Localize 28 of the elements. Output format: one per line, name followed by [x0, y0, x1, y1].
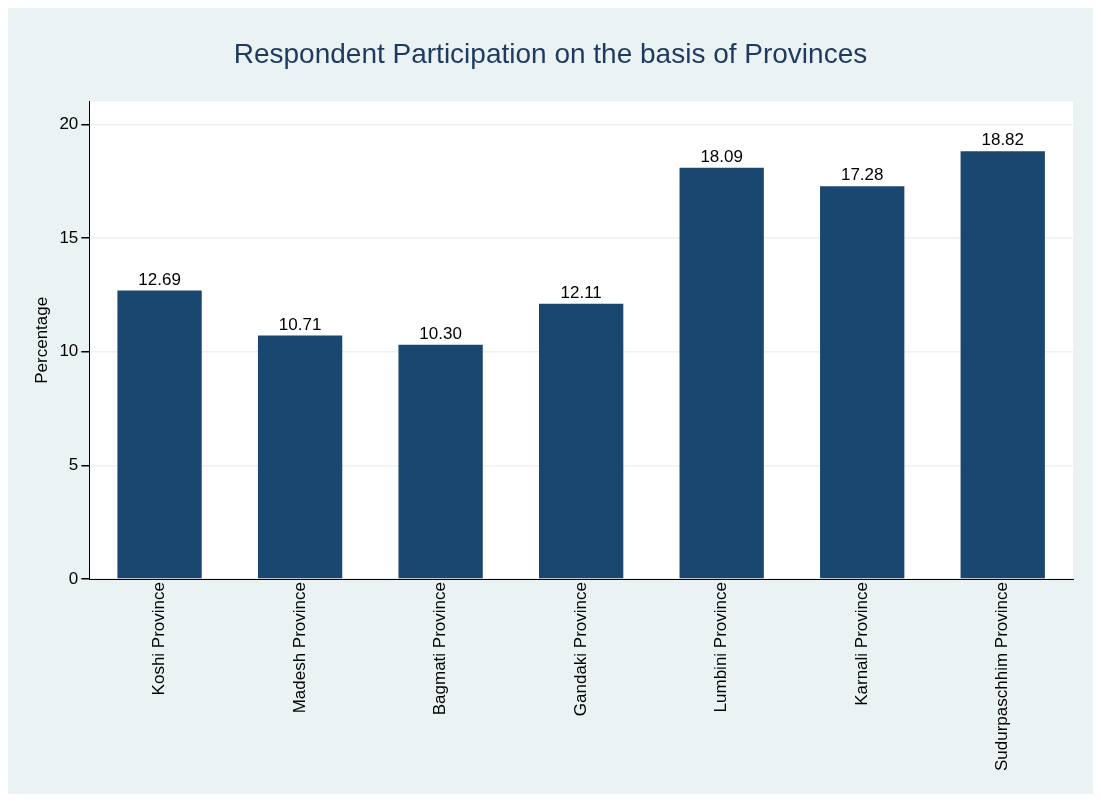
x-tick-label: Gandaki Province — [570, 582, 590, 717]
data-label: 18.09 — [700, 146, 743, 166]
x-tick-label: Lumbini Province — [711, 582, 731, 713]
bar — [960, 151, 1045, 579]
bar — [539, 303, 624, 579]
x-tick-label: Madesh Province — [289, 582, 309, 714]
data-label: 12.11 — [560, 282, 602, 302]
data-label: 12.69 — [138, 269, 181, 289]
bar — [679, 167, 764, 579]
x-tick-label: Karnali Province — [851, 582, 871, 706]
bar — [398, 344, 483, 579]
bar — [117, 290, 202, 579]
bar — [820, 186, 905, 579]
x-tick-label: Koshi Province — [149, 582, 169, 696]
data-label: 10.71 — [278, 314, 322, 334]
x-tick-label: Sudurpaschhim Province — [992, 582, 1012, 771]
data-label: 18.82 — [981, 130, 1025, 150]
y-tick-label: 0 — [68, 568, 79, 588]
y-tick-label: 5 — [68, 455, 79, 475]
y-tick-label: 15 — [59, 227, 79, 247]
bar — [257, 335, 343, 579]
y-tick-label: 10 — [59, 341, 79, 361]
y-axis-title: Percentage — [31, 296, 51, 384]
data-label: 10.30 — [419, 324, 462, 344]
chart-title: Respondent Participation on the basis of Provinces — [233, 37, 868, 69]
data-label: 17.28 — [840, 165, 884, 185]
x-tick-label: Bagmati Province — [430, 582, 450, 716]
y-tick-label: 20 — [59, 114, 79, 134]
